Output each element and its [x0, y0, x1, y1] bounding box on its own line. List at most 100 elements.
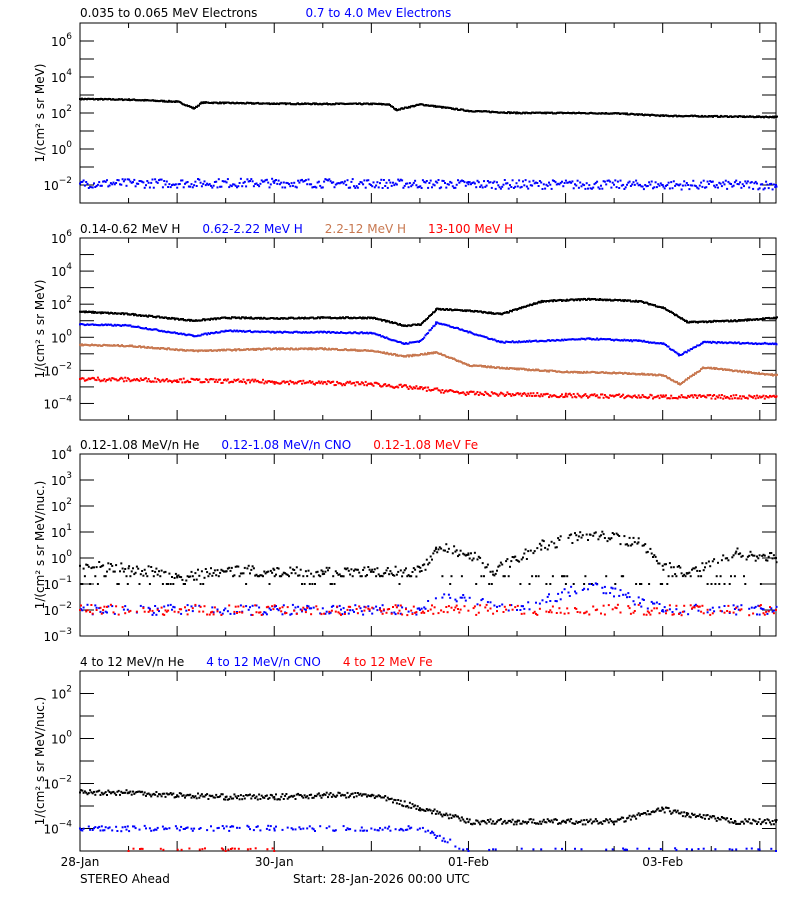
data-point — [246, 567, 248, 569]
data-point — [748, 608, 750, 610]
data-point — [681, 572, 683, 574]
data-point — [610, 537, 612, 539]
data-point — [629, 537, 631, 539]
data-point — [517, 605, 519, 607]
y-tick-label: 106 — [51, 32, 72, 49]
data-point — [217, 569, 219, 571]
data-point — [332, 605, 334, 607]
series-0-035-to-0-065-mev-electrons — [79, 98, 778, 119]
data-point — [224, 608, 226, 610]
data-point — [79, 323, 81, 325]
data-point — [575, 185, 577, 187]
data-point — [490, 395, 492, 397]
y-tick-label: 104 — [51, 68, 72, 85]
data-point — [232, 381, 234, 383]
data-point — [87, 609, 89, 611]
data-point — [557, 537, 559, 539]
data-point — [560, 535, 562, 537]
data-point — [87, 564, 89, 566]
data-point — [380, 610, 382, 612]
data-point — [553, 542, 555, 544]
data-point — [301, 383, 303, 385]
data-point — [100, 611, 102, 613]
data-point — [669, 562, 671, 564]
data-point — [353, 382, 355, 384]
data-point — [460, 609, 462, 611]
data-point — [473, 391, 475, 393]
data-point — [440, 609, 442, 611]
data-point — [436, 551, 438, 553]
data-point — [581, 537, 583, 539]
data-point — [478, 394, 480, 396]
data-point — [629, 596, 631, 598]
data-point — [522, 557, 524, 559]
data-point — [599, 397, 601, 399]
data-point — [564, 182, 566, 184]
data-point — [477, 558, 479, 560]
data-point — [552, 575, 554, 577]
data-point — [634, 184, 636, 186]
data-point — [336, 606, 338, 608]
data-point — [157, 574, 159, 576]
data-point — [627, 545, 629, 547]
data-point — [539, 543, 541, 545]
data-point — [571, 396, 573, 398]
data-point — [535, 575, 537, 577]
data-point — [773, 610, 775, 612]
data-point — [399, 610, 401, 612]
data-point — [640, 396, 642, 398]
data-point — [465, 600, 467, 602]
data-point — [357, 187, 359, 189]
data-point — [201, 570, 203, 572]
data-point — [718, 606, 720, 608]
data-point — [310, 613, 312, 615]
data-point — [521, 186, 523, 188]
data-point — [536, 547, 538, 549]
data-point — [361, 610, 363, 612]
data-point — [770, 552, 772, 554]
data-point — [744, 583, 746, 585]
data-point — [427, 332, 429, 334]
data-point — [193, 579, 195, 581]
data-point — [423, 563, 425, 565]
data-point — [423, 612, 425, 614]
data-point — [613, 184, 615, 186]
data-point — [427, 187, 429, 189]
data-point — [678, 383, 680, 385]
data-point — [451, 607, 453, 609]
series-0-12-1-08-mev-fe — [79, 604, 777, 616]
data-point — [648, 583, 650, 585]
data-point — [245, 185, 247, 187]
data-point — [431, 559, 433, 561]
data-point — [522, 180, 524, 182]
data-point — [176, 575, 178, 577]
data-point — [539, 608, 541, 610]
data-point — [740, 604, 742, 606]
data-point — [731, 556, 733, 558]
data-point — [544, 547, 546, 549]
data-point — [124, 377, 126, 379]
data-point — [301, 179, 303, 181]
data-point — [227, 178, 229, 180]
data-point — [549, 583, 551, 585]
data-point — [370, 103, 372, 105]
data-point — [467, 183, 469, 185]
data-point — [748, 187, 750, 189]
data-point — [487, 601, 489, 603]
data-point — [638, 596, 640, 598]
data-point — [405, 567, 407, 569]
data-point — [670, 566, 672, 568]
data-point — [360, 383, 362, 385]
data-point — [679, 396, 681, 398]
data-point — [698, 188, 700, 190]
data-point — [640, 583, 642, 585]
data-point — [98, 561, 100, 563]
data-point — [306, 183, 308, 185]
data-point — [129, 610, 131, 612]
data-point — [326, 567, 328, 569]
y-tick-label: 100 — [51, 328, 72, 345]
data-point — [506, 558, 508, 560]
data-point — [523, 613, 525, 615]
data-point — [365, 606, 367, 608]
legend-entry: 0.12-1.08 MeV/n CNO — [221, 438, 351, 452]
